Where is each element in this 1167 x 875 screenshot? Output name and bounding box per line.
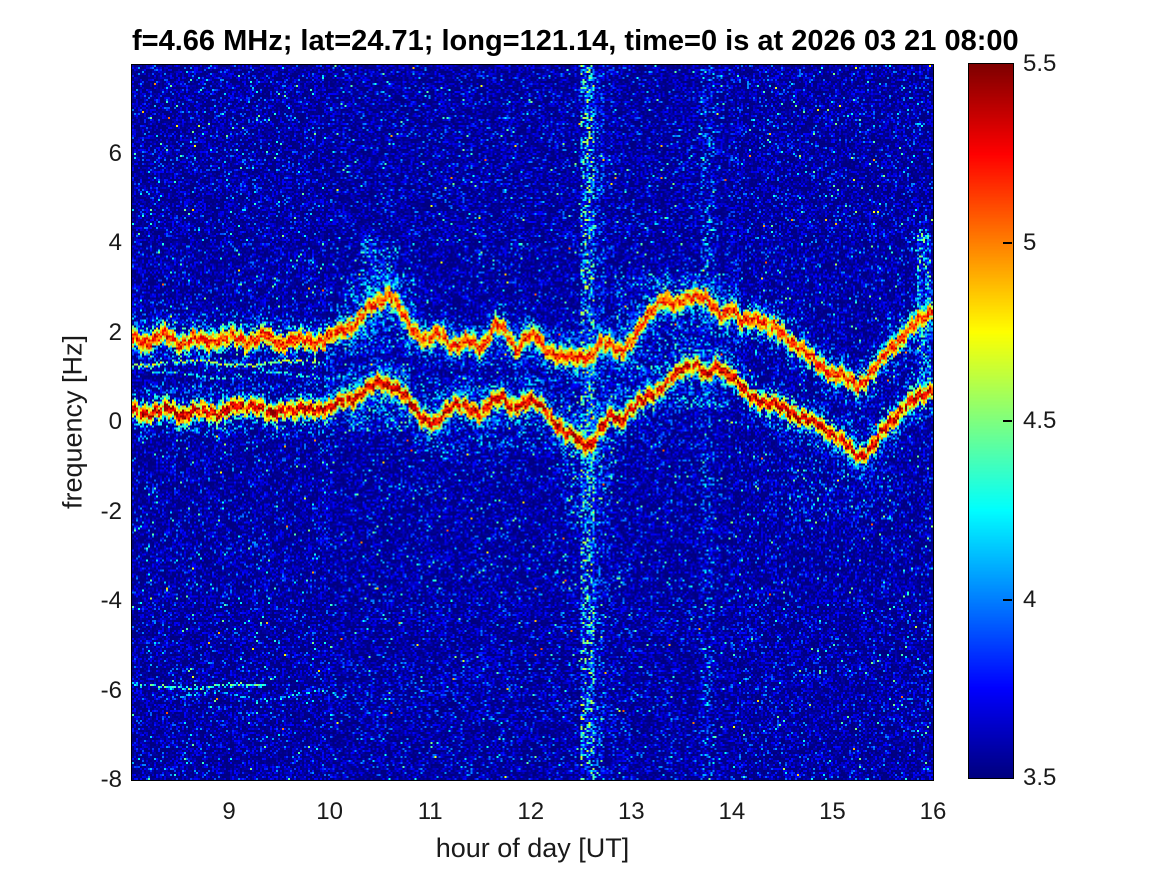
x-tick-label: 10 [316,798,343,825]
x-tick-label: 9 [222,798,236,825]
plot-title: f=4.66 MHz; lat=24.71; long=121.14, time… [132,25,1019,57]
x-axis-label: hour of day [UT] [435,833,630,863]
y-tick-label: 4 [108,229,122,257]
colorbar-tick-label: 4.5 [1023,407,1057,434]
x-tick-label: 12 [517,798,545,825]
y-tick-label: -8 [100,766,122,793]
colorbar-tick-label: 5.5 [1023,50,1057,77]
x-tick-label: 16 [919,798,947,825]
y-tick-label: 6 [108,139,122,167]
y-tick-label: -2 [100,497,122,525]
colorbar-tick-mark [1003,241,1012,244]
x-tick-label: 13 [617,798,645,825]
colorbar-tick-label: 5 [1023,228,1037,256]
colorbar-tick-label: 3.5 [1023,764,1057,791]
x-tick-label: 11 [417,798,443,825]
x-tick-label: 14 [718,798,746,825]
colorbar-box [968,63,1014,779]
x-tick-label: 15 [819,798,846,825]
axes-box [131,64,934,781]
y-tick-label: -4 [100,587,122,615]
colorbar-tick-mark [1003,420,1012,422]
colorbar-tick-mark [1003,598,1012,601]
y-tick-label: -6 [100,676,122,704]
y-tick-label: 2 [108,318,122,346]
colorbar-tick-label: 4 [1023,585,1037,613]
spectrogram-canvas [132,65,933,780]
y-tick-label: 0 [108,408,122,436]
